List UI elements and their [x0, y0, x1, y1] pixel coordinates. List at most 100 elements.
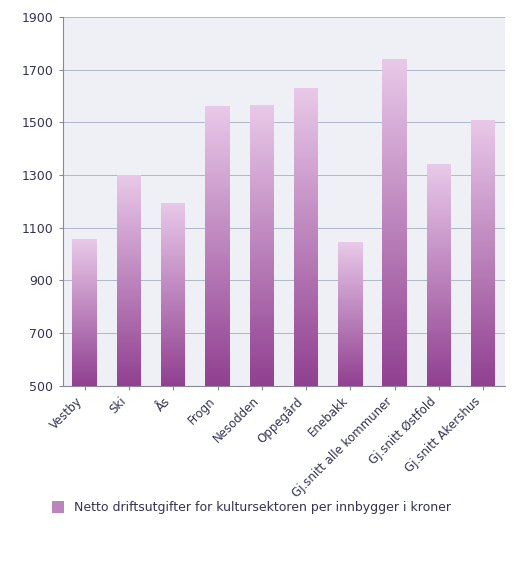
Bar [382, 238, 407, 240]
Bar [161, 299, 185, 300]
Bar [72, 384, 97, 386]
Bar [72, 362, 97, 363]
Bar [294, 239, 318, 241]
Bar [161, 360, 185, 361]
Bar [427, 328, 451, 329]
Bar [250, 374, 274, 376]
Bar [161, 317, 185, 319]
Bar [382, 233, 407, 235]
Bar [471, 224, 495, 226]
Bar [72, 272, 97, 273]
Bar [205, 281, 230, 284]
Bar [427, 383, 451, 384]
Bar [205, 223, 230, 226]
Bar [205, 235, 230, 237]
Bar [72, 249, 97, 250]
Bar [161, 355, 185, 356]
Bar [161, 366, 185, 367]
Bar [338, 352, 363, 353]
Bar [382, 170, 407, 172]
Bar [205, 384, 230, 386]
Bar [117, 336, 141, 338]
Bar [338, 330, 363, 331]
Bar [338, 334, 363, 335]
Bar [471, 288, 495, 290]
Bar [250, 268, 274, 270]
Bar [382, 94, 407, 96]
Bar [471, 269, 495, 270]
Bar [427, 238, 451, 240]
Bar [205, 196, 230, 198]
Bar [205, 108, 230, 110]
Bar [294, 274, 318, 277]
Bar [250, 240, 274, 242]
Bar [161, 382, 185, 383]
Bar [338, 367, 363, 369]
Bar [338, 243, 363, 244]
Bar [250, 135, 274, 137]
Bar [250, 363, 274, 365]
Bar [205, 293, 230, 294]
Bar [294, 120, 318, 122]
Bar [471, 327, 495, 329]
Bar [382, 220, 407, 222]
Bar [117, 177, 141, 179]
Bar [382, 240, 407, 242]
Bar [382, 331, 407, 333]
Bar [471, 384, 495, 386]
Bar [161, 324, 185, 326]
Bar [427, 175, 451, 176]
Bar [72, 367, 97, 368]
Bar [161, 222, 185, 223]
Bar [117, 264, 141, 265]
Bar [427, 265, 451, 266]
Bar [382, 157, 407, 159]
Bar [205, 146, 230, 147]
Bar [117, 265, 141, 266]
Bar [471, 331, 495, 332]
Bar [427, 293, 451, 294]
Bar [338, 373, 363, 374]
Bar [471, 276, 495, 277]
Bar [117, 352, 141, 353]
Bar [205, 378, 230, 380]
Bar [161, 251, 185, 253]
Bar [205, 259, 230, 261]
Bar [205, 133, 230, 134]
Bar [338, 323, 363, 324]
Bar [161, 371, 185, 372]
Bar [117, 226, 141, 227]
Bar [250, 178, 274, 180]
Bar [117, 211, 141, 213]
Bar [205, 201, 230, 203]
Bar [294, 277, 318, 278]
Bar [205, 207, 230, 209]
Bar [338, 271, 363, 272]
Bar [294, 344, 318, 346]
Bar [205, 300, 230, 302]
Bar [161, 369, 185, 370]
Bar [250, 335, 274, 337]
Bar [72, 320, 97, 321]
Bar [117, 217, 141, 218]
Bar [338, 363, 363, 365]
Bar [382, 189, 407, 192]
Bar [294, 102, 318, 104]
Bar [205, 143, 230, 146]
Bar [117, 374, 141, 376]
Bar [427, 343, 451, 344]
Bar [382, 274, 407, 277]
Bar [117, 371, 141, 373]
Bar [117, 206, 141, 208]
Bar [117, 321, 141, 323]
Bar [294, 98, 318, 100]
Bar [471, 256, 495, 258]
Bar [72, 251, 97, 252]
Bar [427, 336, 451, 337]
Bar [338, 305, 363, 306]
Bar [205, 216, 230, 218]
Bar [250, 337, 274, 339]
Bar [427, 172, 451, 174]
Bar [117, 320, 141, 321]
Bar [471, 132, 495, 134]
